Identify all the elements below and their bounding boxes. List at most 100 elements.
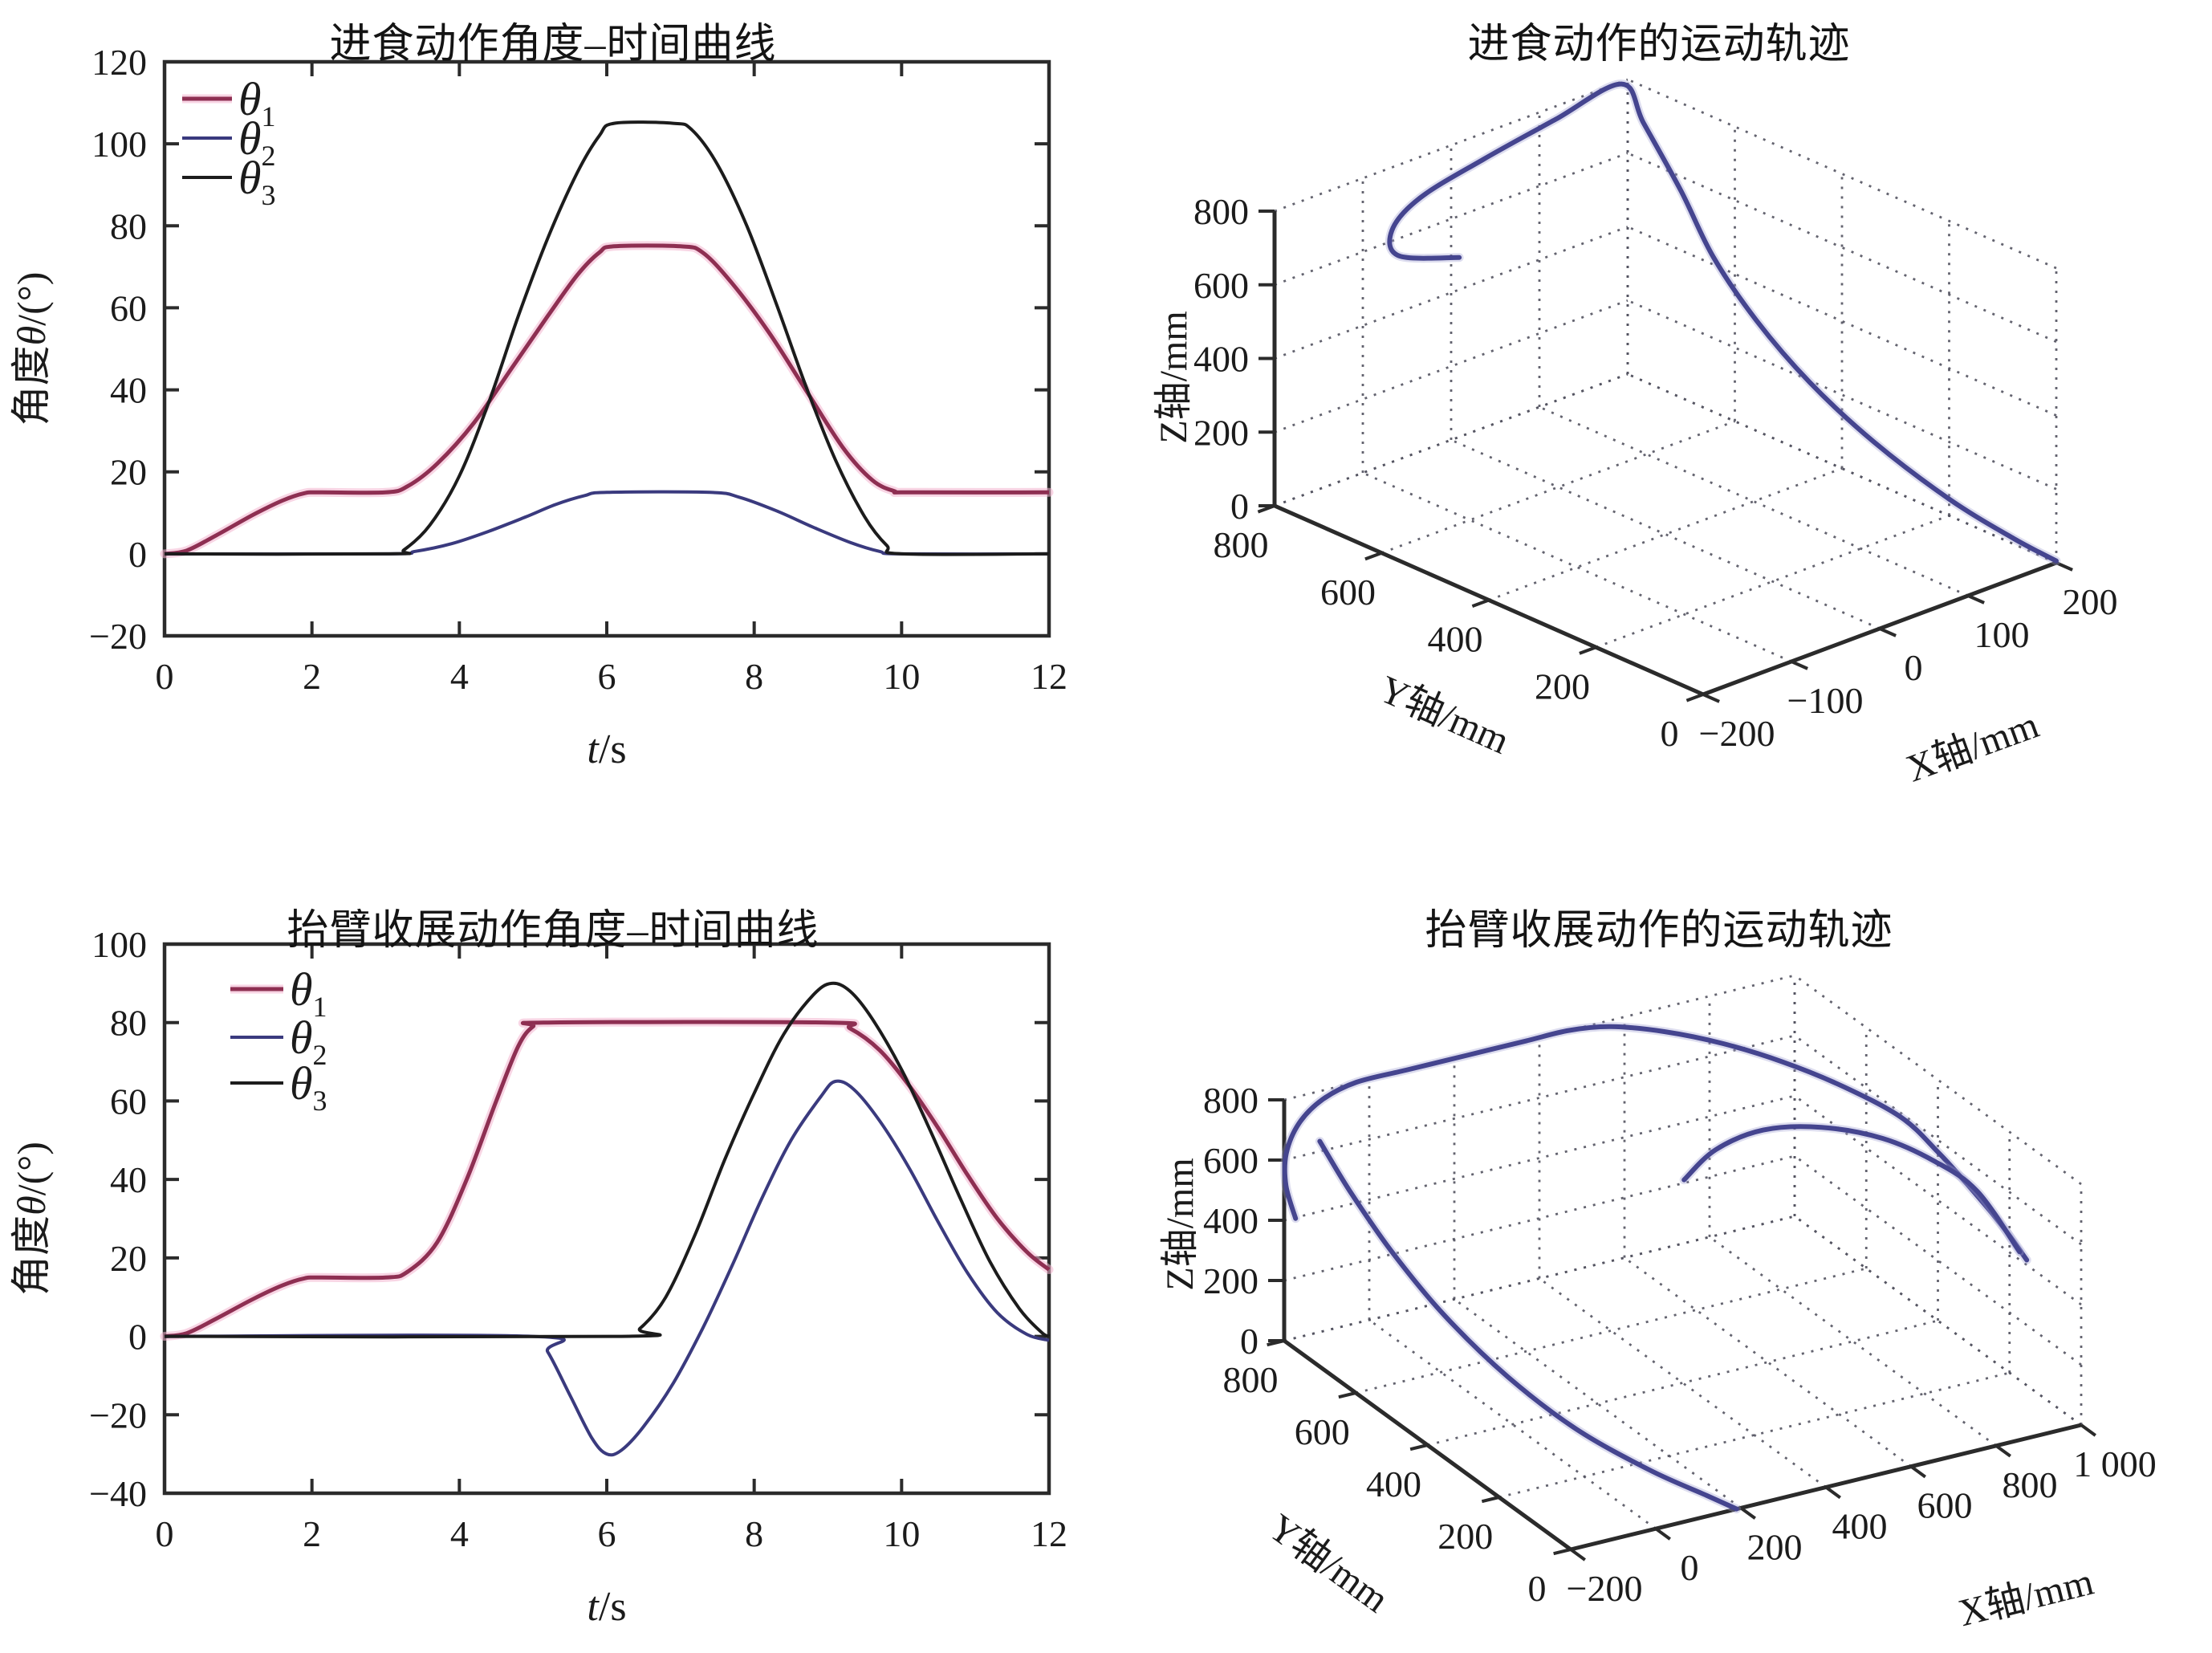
feeding-angle-plot: 0 2 4 6 8 10 12−20020406080100120θ1θ2θ3t/s角度θ/… — [9, 42, 1067, 772]
y-axis-label: 角度θ/(°) — [9, 1142, 54, 1296]
legend-label-theta3: θ3 — [238, 152, 275, 211]
x-tick-label: 10 — [883, 656, 920, 697]
x3d-tick-label: −100 — [1787, 680, 1864, 721]
y-tick-label: 120 — [91, 42, 147, 83]
x3d-tick-label: 0 — [1681, 1547, 1699, 1588]
y3d-tick-label: 600 — [1295, 1411, 1350, 1452]
chart-feeding-angle: 0 2 4 6 8 10 12 −20 0 20 40 60 80 100 120 θ1 θ2 θ3 t/s 角度θ/… — [0, 0, 1106, 827]
y-tick-label: 0 — [128, 534, 147, 575]
chart-arm-angle: 0 2 4 6 8 10 12 −40 −20 0 20 40 60 80 100 θ1 θ2 θ3 t/s 角度θ/… — [0, 827, 1106, 1653]
legend-label-theta1: θ1 — [290, 963, 327, 1023]
y3d-tick-label: 800 — [1223, 1359, 1279, 1400]
y3d-tick-label: 200 — [1437, 1516, 1493, 1557]
feeding-trajectory-title: 进食动作的运动轨迹 — [1467, 22, 1851, 67]
x-tick-label: 2 — [303, 656, 321, 697]
x-axis-label: t/s — [587, 727, 626, 772]
x-axis-label: t/s — [587, 1584, 626, 1630]
z3d-tick-label: 0 — [1240, 1321, 1258, 1362]
z3d-tick-label: 600 — [1193, 265, 1249, 306]
x-tick-label: 8 — [745, 1513, 763, 1554]
feeding-trajectory-grid — [1273, 78, 2058, 696]
y-axis-label: Y轴/mm — [1260, 1506, 1396, 1621]
y-tick-label: −20 — [89, 616, 147, 657]
z3d-tick-label: 200 — [1193, 412, 1249, 453]
series-theta3 — [164, 120, 1050, 556]
x-tick-label: 6 — [598, 1513, 616, 1554]
x3d-tick-label: 200 — [2063, 581, 2118, 622]
arm-angle-axes: 0 2 4 6 8 10 12 −40 −20 0 20 40 60 80 100 — [89, 924, 1067, 1554]
x3d-tick-label: 1 000 — [2073, 1443, 2157, 1484]
y-tick-label: 40 — [110, 1159, 147, 1200]
feeding-angle-title: 进食动作角度–时间曲线 — [329, 22, 777, 67]
z3d-tick-label: 400 — [1193, 339, 1249, 380]
end-effector-path — [1385, 79, 2061, 566]
x-tick-label: 8 — [745, 656, 763, 697]
z3d-tick-label: 800 — [1193, 191, 1249, 232]
y3d-tick-label: 200 — [1535, 666, 1590, 706]
x-tick-label: 0 — [156, 656, 174, 697]
legend-label-theta2: θ2 — [238, 112, 275, 172]
x-tick-label: 12 — [1031, 656, 1067, 697]
y-tick-label: 100 — [91, 124, 147, 165]
x-tick-label: 4 — [450, 1513, 469, 1554]
legend-label-theta2: θ2 — [290, 1012, 327, 1071]
x-tick-label: 2 — [303, 1513, 321, 1554]
y-tick-label: 40 — [110, 370, 147, 411]
x-tick-label: 4 — [450, 656, 469, 697]
chart-feeding-trajectory: −200 −100 0 100 200 0 200 400 600 800 0 200 400 600 80… — [1106, 0, 2212, 827]
y-tick-label: 20 — [110, 452, 147, 493]
legend-label-theta1: θ1 — [238, 73, 275, 132]
x-tick-label: 12 — [1031, 1513, 1067, 1554]
x-axis-label: X轴/mm — [1901, 703, 2044, 790]
y-axis-label: 角度θ/(°) — [9, 272, 54, 426]
z3d-tick-label: 600 — [1203, 1140, 1258, 1181]
y-tick-label: −20 — [89, 1394, 147, 1435]
series-theta2 — [164, 490, 1050, 556]
feeding-angle-series — [160, 120, 1054, 559]
arm-descent — [1315, 1137, 1742, 1514]
y-tick-label: −40 — [89, 1473, 147, 1514]
z-axis-label: Z轴/mm — [1153, 311, 1195, 443]
y3d-tick-label: 400 — [1428, 619, 1483, 660]
x3d-tick-label: −200 — [1567, 1568, 1643, 1609]
x3d-tick-label: 200 — [1747, 1526, 1803, 1567]
y-tick-label: 80 — [110, 1003, 147, 1044]
y-tick-label: 100 — [91, 924, 147, 965]
x3d-tick-label: 0 — [1905, 647, 1923, 688]
z3d-tick-label: 0 — [1230, 486, 1249, 527]
tick-marks — [163, 60, 1051, 637]
arm-angle-title: 抬臂收展动作角度–时间曲线 — [287, 908, 819, 954]
z3d-tick-label: 200 — [1203, 1260, 1258, 1301]
x3d-tick-label: −200 — [1699, 713, 1775, 754]
series-theta1 — [160, 241, 1054, 559]
y-tick-label: 20 — [110, 1238, 147, 1279]
y-tick-label: 80 — [110, 206, 147, 246]
x-tick-label: 10 — [883, 1513, 920, 1554]
y-tick-label: 60 — [110, 287, 147, 328]
y-tick-label: 60 — [110, 1081, 147, 1122]
x-tick-label: 0 — [156, 1513, 174, 1554]
series-theta1 — [160, 1017, 1054, 1342]
z3d-tick-label: 400 — [1203, 1200, 1258, 1241]
z-axis-label: Z轴/mm — [1159, 1158, 1202, 1290]
chart-arm-trajectory: −200 0 200 400 600 800 1 000 0 200 400 600 800 0 200 4… — [1106, 827, 2212, 1653]
x-axis-label: X轴/mm — [1954, 1561, 2097, 1635]
feeding-trajectory-plot: −200−10001002000200400600800020040060080… — [1153, 78, 2118, 791]
feeding-trajectory-trajectories — [1385, 79, 2061, 566]
arm-arc-secondary — [1679, 1122, 2024, 1256]
y3d-tick-label: 0 — [1661, 713, 1679, 754]
y-axis-label: Y轴/mm — [1373, 668, 1515, 763]
x3d-tick-label: 600 — [1917, 1485, 1973, 1526]
x3d-tick-label: 800 — [2003, 1464, 2058, 1505]
legend-label-theta3: θ3 — [290, 1057, 327, 1117]
y3d-tick-label: 0 — [1528, 1568, 1547, 1609]
z3d-tick-label: 800 — [1203, 1080, 1258, 1121]
y3d-tick-label: 400 — [1366, 1464, 1421, 1504]
